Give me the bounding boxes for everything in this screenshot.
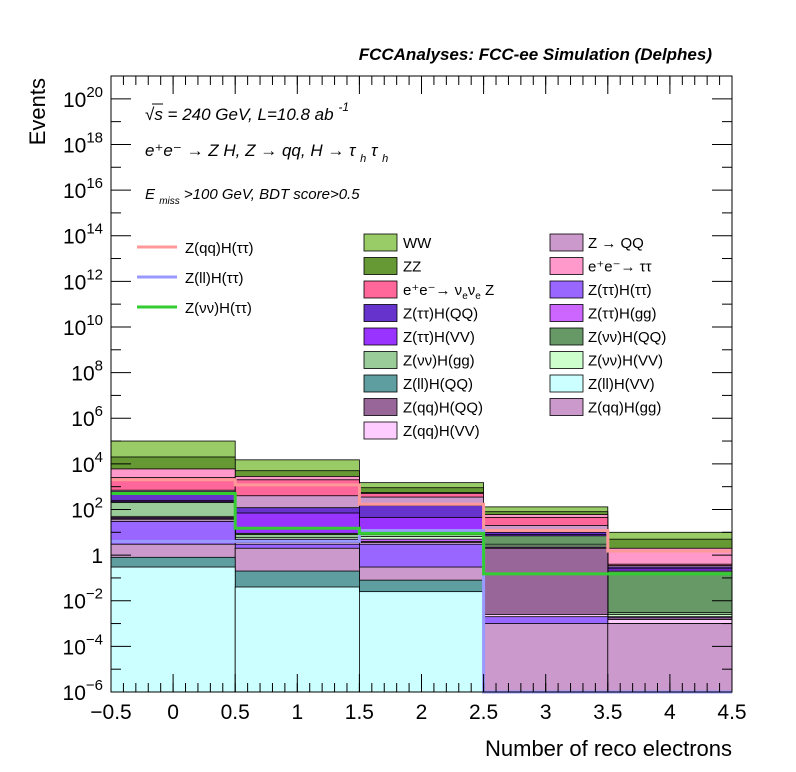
legend-lines: Z(qq)H(ττ) Z(ll)H(ττ) Z(νν)H(ττ) [137,240,254,317]
cut-e: E [145,186,156,203]
x-tick-label: −0.5 [90,701,131,724]
process-annotation: e⁺e⁻ → Z H, Z → qq, H → τ h τ h [145,141,388,166]
cut-sub: miss [159,196,180,207]
x-tick-label: 4 [664,701,676,724]
legend-label: Z(ll)H(VV) [588,376,655,393]
process-sub2: h [382,153,388,165]
y-tick-label: 102 [71,494,103,522]
legend-swatch-z-h-gg [549,304,584,322]
y-axis-label: Events [25,78,50,145]
svg-text:√s = 240 GeV, L=10.8 ab: √s = 240 GeV, L=10.8 ab -1 [145,100,349,124]
legend-swatch-z-h-qq [549,327,584,346]
cut-rest: >100 GeV, BDT score>0.5 [184,186,360,203]
energy-annotation: √s = 240 GeV, L=10.8 ab -1 [145,100,349,124]
process-text: e⁺e⁻ → Z H, Z → qq, H → τ [145,141,357,160]
axis-ticks [110,75,733,693]
y-tick-label: 1 [91,545,103,568]
energy-text: √s = 240 GeV, L=10.8 ab [145,105,334,124]
legend-swatch-z-h-vv [363,327,398,346]
y-tick-label: 104 [71,449,103,477]
y-tick-label: 1014 [63,221,103,249]
x-axis-label: Number of reco electrons [485,736,732,761]
y-tick-label: 1010 [63,312,103,340]
legend-swatch-z-qq [549,233,584,252]
legend-label: Z(qq)H(QQ) [403,400,483,417]
legend-swatch-zz [363,257,398,275]
legend-stack: WW ZZ e⁺e⁻→ νeνe Z Z(ττ)H(QQ) Z(ττ)H(VV) Z(νν… [363,233,666,440]
x-tick-label: 0 [167,701,179,724]
energy-exponent: -1 [338,100,349,114]
legend-swatch-z-ll-h-qq [363,374,398,393]
legend-label: Z(ττ)H(gg) [588,306,657,323]
x-tick-label: 2.5 [469,701,498,724]
x-tick-labels: −0.5 0 0.5 1 1.5 2 2.5 3 3.5 4 4.5 [90,701,746,724]
process-tau2: τ [371,141,379,160]
x-tick-label: 4.5 [717,701,746,724]
stacked-histogram-bars [110,440,733,693]
x-tick-label: 3.5 [593,701,622,724]
legend-label: e⁺e⁻→ νeνe Z [403,282,494,302]
process-sub1: h [360,153,366,165]
bar-z-ll-h-vv-bin-2 [358,591,484,693]
y-tick-label: 108 [71,358,103,386]
legend-swatch-e-e-e-e-z [363,280,398,299]
y-tick-label: 1018 [63,129,103,157]
legend-label: WW [403,235,432,252]
x-tick-label: 3 [540,701,552,724]
legend-label: Z(ll)H(QQ) [403,376,473,393]
x-tick-label: 0.5 [221,701,250,724]
y-tick-label: 1020 [63,84,103,112]
line-z-h [111,492,732,576]
cut-annotation: E miss >100 GeV, BDT score>0.5 [145,186,360,208]
legend-line-label: Z(ll)H(ττ) [185,270,244,287]
legend-label: Z(ττ)H(ττ) [588,282,652,299]
legend-line-label: Z(νν)H(ττ) [185,300,252,317]
legend-label: Z(qq)H(VV) [403,423,480,440]
y-tick-label: 1012 [63,266,103,294]
y-tick-label: 10−4 [63,631,103,659]
x-tick-label: 1 [291,701,303,724]
legend-label: Z → QQ [588,235,644,252]
legend-swatch-z-qq-h-qq [363,398,398,416]
legend-swatch-z-qq-h-gg [549,398,584,416]
figure-title: FCCAnalyses: FCC-ee Simulation (Delphes) [359,45,713,64]
line-z-qq-h [111,478,732,553]
x-tick-label: 1.5 [345,701,374,724]
legend-label: ZZ [403,259,421,276]
legend-label: e⁺e⁻→ ττ [588,259,652,276]
legend-label: Z(νν)H(QQ) [588,329,666,346]
legend-label: Z(ττ)H(VV) [403,329,475,346]
legend-swatch-ww [363,233,398,252]
svg-text:e⁺e⁻ → Z H, Z → qq, H → τ: e⁺e⁻ → Z H, Z → qq, H → τ h τ h [145,141,388,166]
legend-label: Z(νν)H(VV) [588,353,663,370]
y-tick-label: 1016 [63,175,103,203]
legend-label: Z(ττ)H(QQ) [403,306,478,323]
x-tick-label: 2 [416,701,428,724]
y-tick-label: 106 [71,403,103,431]
legend-swatch-z-ll-h-vv [549,374,584,393]
legend-swatch-z-h-vv [549,351,584,369]
legend-line-label: Z(qq)H(ττ) [185,240,254,257]
bar-z-ll-h-vv-bin-0 [110,566,236,693]
legend-swatch-z-h-gg [363,351,398,369]
svg-text:E miss >100 GeV, B: E miss >100 GeV, BDT score>0.5 [145,186,360,208]
y-tick-labels: 10−6 10−4 10−2 1 102 104 106 108 1010 1012 1014 101… [63,84,103,705]
legend-swatch-z-qq-h-vv [363,421,398,440]
legend-swatch-z-h-qq [363,304,398,322]
y-tick-label: 10−6 [63,677,103,705]
legend-swatch-e-e [549,257,584,275]
legend-label: Z(qq)H(gg) [588,400,661,417]
y-tick-label: 10−2 [63,586,103,614]
legend-label: Z(νν)H(gg) [403,353,475,370]
legend-swatch-z-h [549,280,584,299]
